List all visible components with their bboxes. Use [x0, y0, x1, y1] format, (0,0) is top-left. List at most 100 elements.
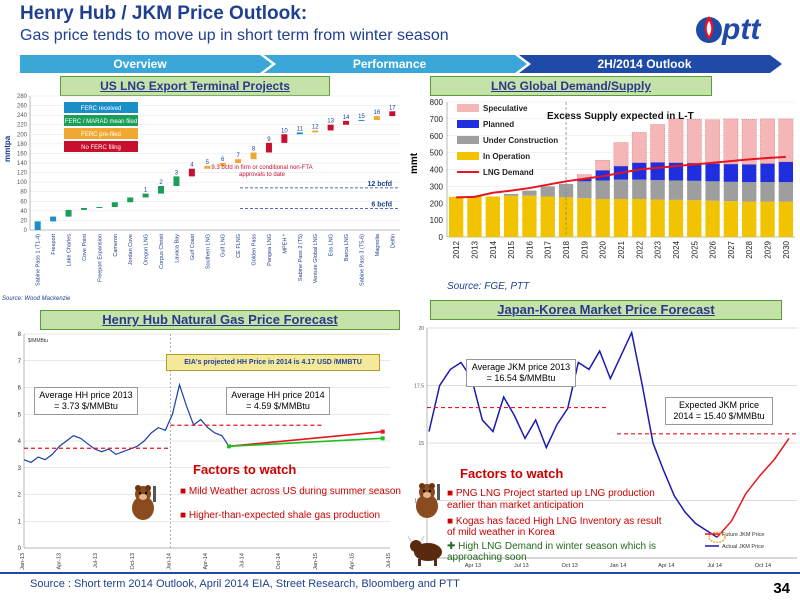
bull-mascot-icon	[408, 535, 442, 566]
us-lng-ytick: 60	[20, 199, 27, 205]
us-lng-annotation-1: approvals to date	[239, 172, 286, 178]
nav-performance-bg	[264, 55, 527, 73]
us-lng-xtick: CE FLNG	[236, 234, 242, 258]
lng-ytick: 400	[430, 166, 444, 175]
lng-bar-segment	[613, 179, 629, 200]
us-lng-bar	[142, 193, 149, 198]
lng-bar-segment	[742, 182, 757, 202]
hh-factor-1-text: Mild Weather across US during summer sea…	[188, 486, 401, 497]
lng-bar-segment	[778, 118, 794, 163]
lng-bar-segment	[705, 163, 720, 182]
lng-bar-segment	[650, 180, 665, 200]
lng-xtick: 2018	[562, 240, 571, 258]
us-lng-xtick: Golden Pass	[252, 234, 258, 266]
us-lng-xtick: Pangea LNG	[267, 234, 273, 266]
lng-bar-segment	[540, 196, 555, 237]
us-lng-bar	[65, 209, 72, 217]
tab-overview[interactable]: Overview	[113, 57, 167, 71]
lng-legend-label: In Operation	[483, 152, 530, 161]
lng-bar-segment	[558, 183, 574, 198]
hh-factor-1: ■ Mild Weather across US during summer s…	[180, 486, 401, 497]
lng-legend-label: Planned	[483, 120, 514, 129]
us-lng-bar-label: 6	[221, 157, 225, 163]
bear-mascot-icon-2	[416, 483, 440, 518]
lng-ytick: 0	[439, 233, 444, 242]
jkm-factors-title: Factors to watch	[460, 466, 564, 481]
hh-xtick: Oct-13	[130, 553, 136, 570]
us-lng-ytick: 20	[20, 218, 27, 224]
lng-bar-segment	[577, 181, 592, 199]
us-lng-xtick: Freeport	[51, 234, 57, 255]
us-lng-bar-label: 12	[312, 124, 319, 130]
lng-bar-segment	[522, 195, 537, 237]
jkm-xtick: Jan 14	[610, 563, 627, 569]
hh-ytick: 7	[18, 359, 22, 365]
us-lng-bar	[158, 185, 165, 194]
us-lng-xtick: Cameron	[113, 234, 119, 257]
hh-ytick: 8	[18, 332, 22, 338]
lng-ytick: 700	[430, 115, 444, 124]
lng-ytick: 100	[430, 216, 444, 225]
henry-hub-chart: 0 1 2 3 4 5 6 7 8 $/MMBtu Jan-13 Apr-13 Jul-13 Oct-13…	[18, 332, 392, 570]
lng-bar-segment	[723, 118, 739, 165]
jkm-factor-3: ✚ High LNG Demand in winter season which…	[447, 541, 657, 563]
tab-performance[interactable]: Performance	[352, 57, 427, 71]
lng-bar-segment	[687, 200, 702, 237]
us-lng-refline-label: 6 bcfd	[371, 201, 392, 208]
us-lng-bar	[235, 159, 242, 163]
us-lng-ytick: 140	[17, 161, 28, 167]
lng-bar-segment	[742, 201, 757, 237]
lng-xtick: 2021	[617, 240, 626, 258]
us-lng-bar	[343, 120, 350, 125]
lng-xtick: 2019	[580, 240, 589, 258]
us-lng-bar-label: 8	[252, 146, 256, 152]
lng-bar-segment	[668, 199, 684, 237]
lng-ytick: 600	[430, 132, 444, 141]
us-lng-legend-swatch	[64, 128, 138, 139]
us-lng-bar	[296, 132, 303, 135]
lng-bar-segment	[595, 180, 610, 200]
us-lng-bar-label: 2	[159, 180, 163, 186]
lng-bar-segment	[613, 199, 629, 237]
hh-xtick: Jul-15	[386, 553, 392, 568]
lng-xtick: 2029	[764, 240, 773, 258]
ptt-logo	[696, 16, 722, 43]
us-lng-ytick: 80	[20, 190, 27, 196]
jkm-2013-callout: Average JKM price 2013 = 16.54 $/MMBtu	[466, 359, 576, 387]
us-lng-bar-label: 5	[206, 160, 210, 166]
jkm-factor-1-text: PNG LNG Project started up LNG productio…	[447, 488, 655, 511]
us-lng-bar-label: 13	[327, 119, 334, 125]
us-lng-bar	[50, 216, 57, 222]
jkm-legend-label: Future JKM Price	[722, 532, 764, 538]
hh-actual-line	[23, 382, 230, 464]
jkm-ytick: 17.5	[414, 384, 424, 390]
hh-ytick: 3	[18, 466, 22, 472]
us-lng-bar-label: 14	[343, 115, 350, 121]
hh-ytick: 2	[18, 493, 22, 499]
hh-xtick: Oct-14	[276, 553, 282, 570]
lng-legend-swatch	[457, 120, 479, 128]
hh-xtick: Jul-14	[240, 553, 246, 568]
us-lng-bar-label: 7	[236, 153, 240, 159]
henry-hub-title: Henry Hub Natural Gas Price Forecast	[40, 310, 400, 330]
lng-bar-segment	[503, 193, 519, 196]
lng-xtick: 2013	[470, 240, 479, 258]
lng-bar-segment	[668, 118, 684, 163]
hh-ytick: 4	[18, 439, 22, 445]
lng-bar-segment	[687, 163, 702, 181]
jkm-factor-1: ■ PNG LNG Project started up LNG product…	[447, 488, 655, 511]
us-lng-legend-label: FERC pre-filed	[81, 132, 121, 138]
us-lng-xtick: Barca LNG	[344, 234, 350, 261]
us-lng-bar-label: 10	[281, 128, 288, 134]
tab-outlook[interactable]: 2H/2014 Outlook	[597, 57, 692, 71]
lng-bar-segment	[577, 198, 592, 237]
us-lng-xtick: Corpus Christi	[159, 234, 165, 269]
hh-xtick: Jul-13	[93, 553, 99, 568]
lng-ytick: 500	[430, 149, 444, 158]
jkm-xtick: Apr 13	[465, 563, 481, 569]
jkm-xtick: Apr 14	[658, 563, 674, 569]
lng-xtick: 2017	[544, 240, 553, 258]
lng-bar-segment	[668, 180, 684, 200]
jkm-xtick: Jul 13	[514, 563, 529, 569]
us-lng-annotation: 9.3 bcfd in firm or conditional non-FTA	[211, 165, 312, 171]
